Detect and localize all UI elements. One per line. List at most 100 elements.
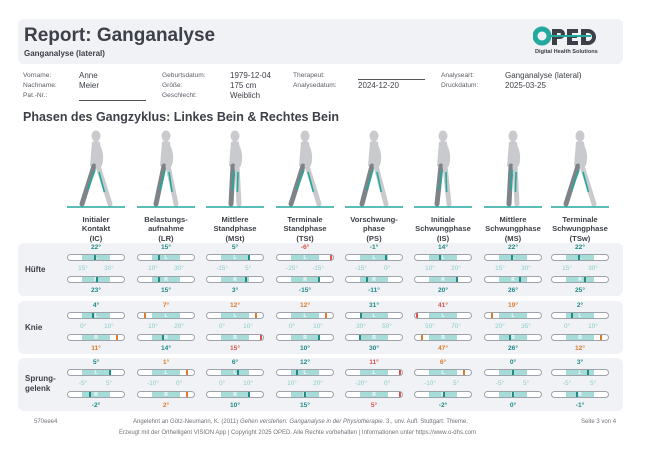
- normal-range-band: R: [566, 277, 594, 282]
- report-title: Report: Ganganalyse: [24, 25, 216, 46]
- normal-range-band: R: [499, 277, 527, 282]
- right-angle-bar: R: [414, 276, 472, 283]
- left-angle-bar: L: [206, 369, 264, 376]
- phase-6: Mittlere Schwungphase (MS): [478, 128, 548, 243]
- phase-name-line1: Belastungs-: [144, 215, 188, 224]
- angle-cell: 2° L 0° 10° 12° R: [549, 301, 611, 354]
- left-angle-bar: L: [484, 312, 542, 319]
- angle-marker: [304, 392, 306, 397]
- angle-marker: [248, 255, 250, 260]
- range-min: 20°: [495, 323, 505, 330]
- nachname-label: Nachname:: [23, 82, 57, 89]
- joint-panel-2: Sprung-gelenk 5° L -5° 5° -2° R 1° L -10° 0° 2° R 6° L…: [18, 358, 623, 411]
- right-angle-value: 0°: [509, 402, 517, 409]
- phase-name-line2: Schwungphase: [415, 224, 471, 234]
- angle-cell: 12° L 10° 20° 15° R: [274, 358, 336, 411]
- left-angle-value: -6°: [300, 244, 310, 251]
- right-angle-value: 10°: [300, 345, 310, 352]
- left-angle-value: 14°: [438, 244, 448, 251]
- left-angle-bar: L: [137, 369, 195, 376]
- walking-figure-icon: [276, 130, 334, 208]
- leg-label: R: [94, 391, 98, 398]
- phase-2: Mittlere Standphase (MSt): [200, 128, 270, 243]
- left-angle-value: 1°: [162, 359, 170, 366]
- right-angle-bar: R: [137, 334, 195, 341]
- leg-label: L: [578, 369, 582, 376]
- range-min: 10°: [425, 265, 435, 272]
- angle-marker: [512, 370, 514, 375]
- left-angle-value: 41°: [438, 302, 448, 309]
- left-angle-bar: L: [551, 369, 609, 376]
- angle-cell: 1° L -10° 0° 2° R: [135, 358, 197, 411]
- normal-range-band: R: [360, 277, 388, 282]
- angle-cell: -6° L -25° -15° -15° R: [274, 243, 336, 296]
- right-angle-bar: R: [206, 391, 264, 398]
- left-angle-value: 22°: [91, 244, 101, 251]
- right-angle-value: 15°: [230, 345, 240, 352]
- angle-marker: [442, 392, 445, 397]
- left-angle-bar: L: [206, 254, 264, 261]
- angle-marker: [518, 277, 521, 282]
- angle-marker: [158, 277, 160, 282]
- angle-marker: [570, 313, 573, 318]
- normal-range-band: L: [291, 313, 319, 318]
- left-angle-bar: L: [276, 312, 334, 319]
- right-angle-value: 15°: [161, 287, 171, 294]
- right-angle-value: -1°: [575, 402, 585, 409]
- angle-marker: [583, 277, 586, 282]
- phase-3: Terminale Standphase (TSt): [270, 128, 340, 243]
- right-angle-value: 15°: [300, 402, 310, 409]
- right-angle-bar: R: [484, 276, 542, 283]
- angle-marker: [399, 370, 402, 375]
- angle-marker: [359, 335, 361, 340]
- range-max: 30°: [521, 265, 531, 272]
- normal-range-band: R: [499, 335, 527, 340]
- walking-figure-icon: [484, 130, 542, 208]
- angle-marker: [456, 277, 458, 282]
- walking-figure-icon: [137, 130, 195, 208]
- leg-label: R: [578, 334, 582, 341]
- angle-marker: [325, 313, 328, 318]
- walking-figure-icon: [414, 130, 472, 208]
- normal-range-band: R: [429, 335, 457, 340]
- normal-range-band: L: [429, 313, 457, 318]
- patnr-field: [79, 90, 146, 101]
- angle-marker: [587, 370, 590, 375]
- groesse-label: Größe:: [162, 82, 183, 89]
- phase-5: Initiale Schwungphase (IS): [408, 128, 478, 243]
- left-angle-bar: L: [67, 312, 125, 319]
- leg-label: L: [441, 369, 445, 376]
- angle-cell: 12° L 0° 10° 15° R: [204, 301, 266, 354]
- phase-7: Terminale Schwungphase (TSw): [545, 128, 615, 243]
- right-angle-bar: R: [551, 276, 609, 283]
- phase-name-abbr: (IS): [436, 233, 450, 243]
- normal-range-band: L: [152, 255, 180, 260]
- citation-suffix: . 3., unv. Aufl. Stuttgart: Thieme.: [382, 419, 468, 425]
- phase-name-line1: Mittlere: [221, 215, 249, 224]
- right-angle-value: 2°: [162, 402, 170, 409]
- leg-label: R: [511, 334, 515, 341]
- leg-label: R: [233, 391, 237, 398]
- normal-range-band: L: [152, 370, 180, 375]
- range-max: 0°: [383, 265, 391, 272]
- leg-label: R: [578, 391, 582, 398]
- angle-marker: [260, 335, 263, 340]
- range-max: 10°: [243, 380, 253, 387]
- groesse-value: 175 cm: [230, 81, 257, 90]
- right-angle-value: 47°: [438, 345, 448, 352]
- angle-marker: [248, 392, 250, 397]
- vorname-label: Vorname:: [23, 72, 52, 79]
- right-angle-bar: R: [67, 276, 125, 283]
- right-angle-bar: R: [484, 334, 542, 341]
- geschlecht-value: Weiblich: [230, 91, 261, 100]
- right-angle-bar: R: [137, 391, 195, 398]
- phase-name-line2: Schwungphase: [552, 224, 608, 234]
- left-angle-value: 2°: [576, 302, 584, 309]
- angle-marker: [143, 313, 146, 318]
- angle-marker: [236, 370, 239, 375]
- angle-marker: [255, 313, 258, 318]
- left-angle-value: 4°: [92, 302, 100, 309]
- oped-logo-wordmark: [533, 26, 596, 46]
- range-min: -15°: [355, 265, 367, 272]
- leg-label: L: [441, 312, 445, 319]
